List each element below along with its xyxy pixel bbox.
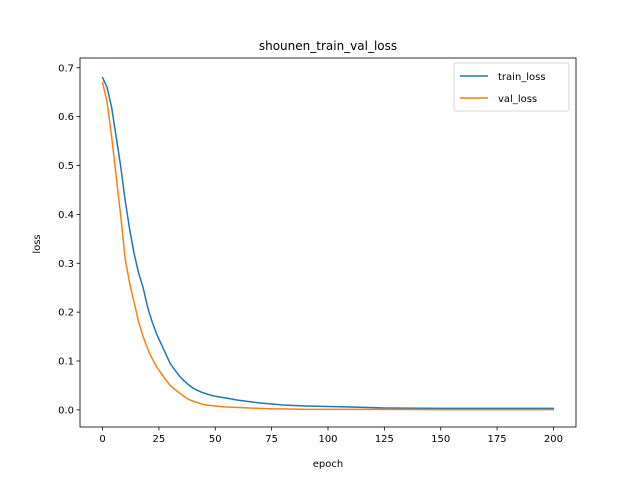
- y-tick-label: 0.6: [58, 112, 74, 123]
- x-tick-label: 75: [265, 434, 278, 445]
- x-axis-label: epoch: [313, 459, 343, 470]
- x-tick-label: 50: [209, 434, 222, 445]
- series-line-val_loss: [101, 81, 555, 411]
- y-tick-label: 0.7: [58, 63, 74, 74]
- x-tick-label: 150: [431, 434, 450, 445]
- y-tick-label: 0.1: [58, 357, 74, 368]
- x-tick-label: 0: [99, 434, 105, 445]
- y-tick-label: 0.0: [58, 405, 74, 416]
- y-tick-label: 0.3: [58, 259, 74, 270]
- legend-label-val_loss: val_loss: [498, 94, 537, 105]
- y-tick-label: 0.2: [58, 308, 74, 319]
- plot-area: 0 25 50 75 100 125 150 175 200 0.0 0.1 0.2 0.3 0.4 0.5…: [58, 57, 577, 445]
- x-tick-label: 25: [153, 434, 166, 445]
- x-tick-label: 175: [488, 434, 507, 445]
- x-tick-label: 100: [318, 434, 337, 445]
- x-tick-label: 200: [544, 434, 563, 445]
- y-tick-label: 0.5: [58, 161, 74, 172]
- legend-label-train_loss: train_loss: [498, 72, 546, 83]
- series-line-train_loss: [101, 76, 555, 410]
- x-tick-label: 125: [375, 434, 394, 445]
- y-tick-label: 0.4: [58, 210, 74, 221]
- y-axis-label: loss: [32, 234, 43, 253]
- chart-title: shounen_train_val_loss: [259, 39, 397, 53]
- legend: train_loss val_loss: [453, 62, 570, 112]
- legend-box: [453, 62, 570, 112]
